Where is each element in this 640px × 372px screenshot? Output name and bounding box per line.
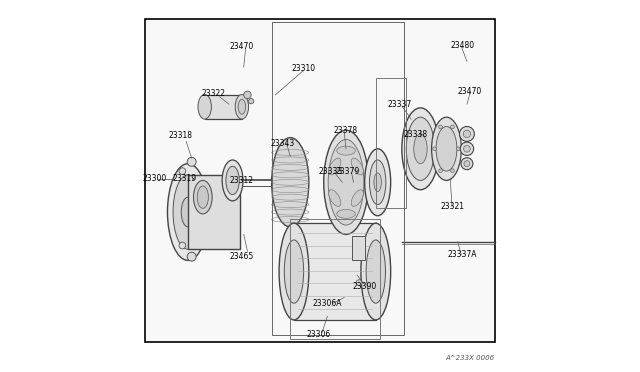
- Ellipse shape: [173, 175, 203, 249]
- Bar: [291, 219, 380, 339]
- Text: 23343: 23343: [271, 139, 295, 148]
- Ellipse shape: [463, 130, 470, 138]
- Ellipse shape: [436, 126, 457, 171]
- Text: 23470: 23470: [458, 87, 482, 96]
- Ellipse shape: [431, 117, 461, 180]
- Ellipse shape: [413, 134, 427, 164]
- Ellipse shape: [374, 173, 381, 192]
- Ellipse shape: [238, 99, 246, 114]
- Ellipse shape: [351, 158, 364, 175]
- Ellipse shape: [324, 130, 369, 234]
- Text: 23480: 23480: [450, 41, 474, 50]
- Ellipse shape: [198, 94, 211, 119]
- Ellipse shape: [168, 164, 209, 260]
- Text: 23390: 23390: [353, 282, 377, 291]
- Ellipse shape: [361, 223, 390, 320]
- Ellipse shape: [365, 149, 390, 216]
- Ellipse shape: [226, 166, 239, 195]
- Bar: [294, 223, 376, 320]
- Text: 23337A: 23337A: [447, 250, 477, 259]
- Text: 23306: 23306: [306, 330, 330, 339]
- Text: A^233X 0006: A^233X 0006: [445, 355, 495, 361]
- Text: 23333: 23333: [318, 167, 342, 176]
- Text: 23322: 23322: [202, 89, 226, 97]
- Text: 23318: 23318: [168, 131, 193, 140]
- Bar: [205, 95, 242, 119]
- Bar: [271, 22, 404, 335]
- Text: 23465: 23465: [230, 252, 254, 261]
- Circle shape: [438, 169, 442, 173]
- Text: 23379: 23379: [336, 167, 360, 176]
- Ellipse shape: [337, 209, 355, 218]
- Ellipse shape: [463, 145, 470, 152]
- Ellipse shape: [329, 190, 341, 206]
- Circle shape: [456, 147, 460, 151]
- Ellipse shape: [197, 186, 209, 208]
- Text: 23310: 23310: [291, 64, 316, 73]
- Circle shape: [438, 125, 442, 129]
- Ellipse shape: [193, 180, 212, 214]
- Ellipse shape: [181, 197, 195, 227]
- Text: 23321: 23321: [440, 202, 464, 211]
- Ellipse shape: [279, 223, 309, 320]
- Ellipse shape: [235, 94, 248, 119]
- Ellipse shape: [402, 108, 439, 190]
- Ellipse shape: [222, 160, 243, 201]
- Text: 23319: 23319: [172, 174, 196, 183]
- Ellipse shape: [337, 146, 355, 155]
- Ellipse shape: [329, 158, 341, 175]
- Ellipse shape: [179, 168, 186, 174]
- Ellipse shape: [351, 190, 364, 206]
- Ellipse shape: [460, 126, 474, 141]
- Text: 23378: 23378: [333, 126, 357, 135]
- Ellipse shape: [366, 240, 385, 303]
- Circle shape: [433, 147, 436, 151]
- Bar: [376, 78, 406, 208]
- Ellipse shape: [187, 157, 196, 166]
- Text: 23312: 23312: [230, 176, 254, 185]
- Ellipse shape: [328, 140, 364, 225]
- Ellipse shape: [406, 117, 435, 180]
- Bar: [145, 19, 495, 342]
- Text: 23300: 23300: [142, 174, 166, 183]
- Ellipse shape: [248, 99, 254, 104]
- Text: 23338: 23338: [404, 130, 428, 139]
- Ellipse shape: [461, 158, 473, 170]
- Ellipse shape: [356, 280, 362, 286]
- Text: 23337: 23337: [388, 100, 412, 109]
- Circle shape: [451, 125, 454, 129]
- Bar: [351, 236, 365, 260]
- Ellipse shape: [460, 142, 474, 155]
- Text: 23470: 23470: [230, 42, 254, 51]
- Ellipse shape: [244, 91, 251, 99]
- Ellipse shape: [179, 242, 186, 249]
- Text: 23306A: 23306A: [313, 299, 342, 308]
- Ellipse shape: [369, 160, 386, 205]
- Ellipse shape: [284, 240, 303, 303]
- Circle shape: [451, 169, 454, 173]
- Bar: [188, 175, 240, 249]
- Ellipse shape: [187, 252, 196, 261]
- Ellipse shape: [271, 138, 309, 227]
- Ellipse shape: [464, 161, 470, 167]
